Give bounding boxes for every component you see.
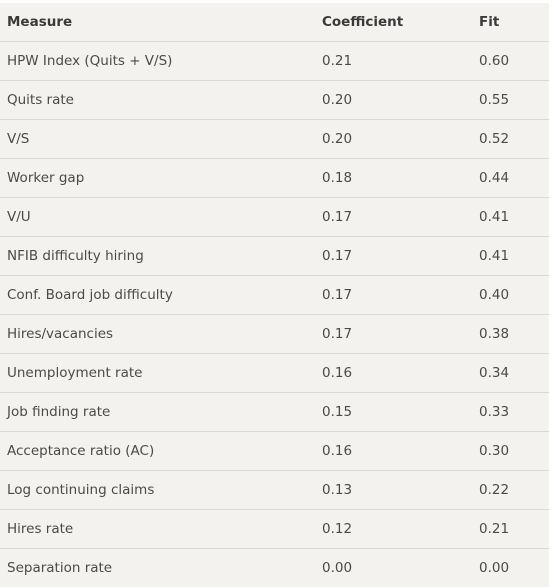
measure-cell: Conf. Board job difficulty xyxy=(0,276,315,315)
coefficient-cell: 0.20 xyxy=(315,120,472,159)
measure-cell: NFIB difficulty hiring xyxy=(0,237,315,276)
measure-cell: Separation rate xyxy=(0,549,315,587)
fit-cell: 0.38 xyxy=(472,315,549,354)
coefficient-cell: 0.17 xyxy=(315,315,472,354)
fit-cell: 0.21 xyxy=(472,510,549,549)
coefficient-cell: 0.12 xyxy=(315,510,472,549)
measure-cell: Worker gap xyxy=(0,159,315,198)
column-header-coefficient: Coefficient xyxy=(315,3,472,42)
measures-table: Measure Coefficient Fit HPW Index (Quits… xyxy=(0,3,549,587)
fit-cell: 0.52 xyxy=(472,120,549,159)
fit-cell: 0.30 xyxy=(472,432,549,471)
coefficient-cell: 0.17 xyxy=(315,198,472,237)
measure-cell: Log continuing claims xyxy=(0,471,315,510)
coefficient-cell: 0.17 xyxy=(315,237,472,276)
measure-cell: Unemployment rate xyxy=(0,354,315,393)
measure-cell: V/U xyxy=(0,198,315,237)
coefficient-cell: 0.17 xyxy=(315,276,472,315)
measure-cell: V/S xyxy=(0,120,315,159)
fit-cell: 0.33 xyxy=(472,393,549,432)
table-header-row: Measure Coefficient Fit xyxy=(0,3,549,42)
measure-cell: Acceptance ratio (AC) xyxy=(0,432,315,471)
coefficient-cell: 0.16 xyxy=(315,432,472,471)
coefficient-cell: 0.21 xyxy=(315,42,472,81)
fit-cell: 0.40 xyxy=(472,276,549,315)
column-header-fit: Fit xyxy=(472,3,549,42)
coefficient-cell: 0.20 xyxy=(315,81,472,120)
coefficient-cell: 0.18 xyxy=(315,159,472,198)
fit-cell: 0.22 xyxy=(472,471,549,510)
fit-cell: 0.41 xyxy=(472,237,549,276)
column-header-measure: Measure xyxy=(0,3,315,42)
fit-cell: 0.44 xyxy=(472,159,549,198)
fit-cell: 0.41 xyxy=(472,198,549,237)
measure-cell: Hires rate xyxy=(0,510,315,549)
data-table-container: Measure Coefficient Fit HPW Index (Quits… xyxy=(0,3,549,587)
measure-cell: HPW Index (Quits + V/S) xyxy=(0,42,315,81)
measure-cell: Job finding rate xyxy=(0,393,315,432)
coefficient-cell: 0.16 xyxy=(315,354,472,393)
fit-cell: 0.55 xyxy=(472,81,549,120)
coefficient-cell: 0.00 xyxy=(315,549,472,587)
coefficient-cell: 0.13 xyxy=(315,471,472,510)
fit-cell: 0.00 xyxy=(472,549,549,587)
fit-cell: 0.34 xyxy=(472,354,549,393)
fit-cell: 0.60 xyxy=(472,42,549,81)
coefficient-cell: 0.15 xyxy=(315,393,472,432)
measure-cell: Hires/vacancies xyxy=(0,315,315,354)
measure-cell: Quits rate xyxy=(0,81,315,120)
